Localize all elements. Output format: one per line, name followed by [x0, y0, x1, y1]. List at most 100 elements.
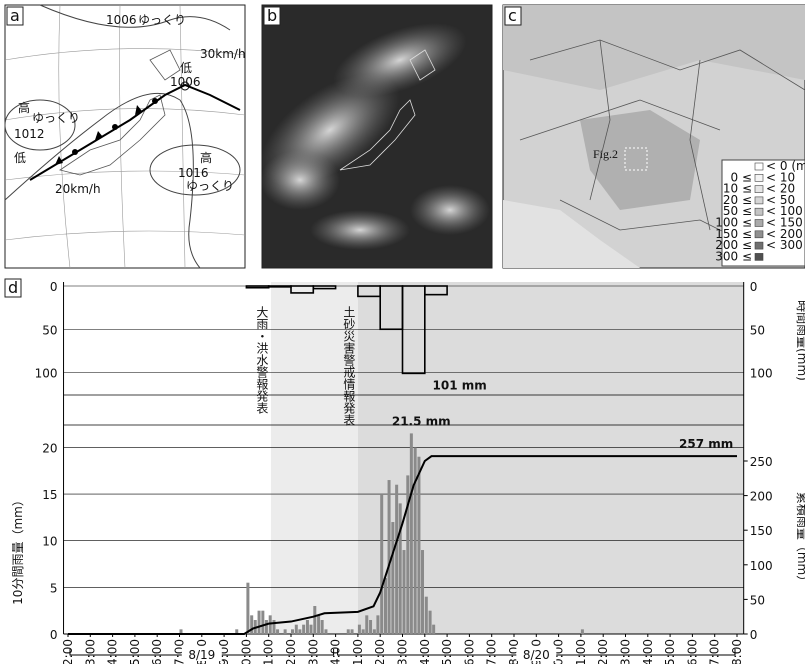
legend-swatch — [754, 162, 764, 171]
y-tick-label: 0 — [50, 280, 58, 294]
ten-min-bar — [246, 582, 250, 634]
ten-min-bar — [302, 624, 306, 634]
legend-low: 200 ≤ — [715, 238, 752, 252]
y-tick-label: 0 — [50, 628, 58, 642]
x-tick-label: 3:00 — [396, 639, 410, 664]
legend-low: 0 ≤ — [730, 170, 752, 184]
annotation: 土砂災害警戒情報発表 — [342, 306, 356, 426]
y2-tick-label: 0 — [750, 280, 758, 294]
x-tick-label: 2:00 — [373, 639, 387, 664]
legend-low: 10 ≤ — [723, 182, 752, 196]
legend-high: < 200 — [766, 227, 803, 241]
panel-label-box — [263, 6, 281, 26]
map-text: ゆっくり — [32, 111, 80, 125]
y-tick-label: 100 — [35, 367, 58, 381]
map-text: 20km/h — [55, 182, 101, 196]
value-label: 101 mm — [433, 378, 487, 392]
map-text: ゆっくり — [186, 179, 234, 193]
x-tick-label: 11:00 — [574, 639, 588, 664]
ten-min-bar — [313, 606, 317, 634]
clouds — [260, 23, 490, 250]
ten-min-bar — [346, 629, 350, 634]
graticule — [4, 4, 246, 269]
legend-high: < 150 — [766, 216, 803, 230]
y2-tick-label: 150 — [750, 524, 773, 538]
panel-label-box — [4, 278, 22, 298]
x-tick-label: 17:00 — [708, 639, 722, 664]
front — [29, 83, 241, 181]
ten-min-bar — [320, 620, 324, 634]
map-text: 高 — [200, 150, 212, 165]
ten-min-bar — [268, 615, 272, 634]
ten-min-bar — [298, 629, 302, 634]
ten-min-bar — [305, 620, 309, 634]
legend-high: < 100 — [766, 204, 803, 218]
x-tick-label: 14:00 — [106, 639, 120, 664]
legend-high: < 50 — [766, 193, 795, 207]
panel-b: b — [260, 4, 493, 269]
legend-swatch — [754, 219, 764, 227]
shade-warning — [270, 282, 358, 634]
axis-title: 10分間雨量（mm） — [11, 494, 25, 605]
rain-area — [503, 5, 805, 90]
y2-tick-label: 100 — [750, 559, 773, 573]
legend-swatch — [754, 241, 764, 250]
ten-min-bar — [365, 615, 369, 634]
x-tick-label: 16:00 — [150, 639, 164, 664]
hourly-bar — [290, 285, 315, 294]
legend-swatch — [754, 207, 764, 216]
front-marks — [55, 98, 158, 165]
ten-min-bar — [235, 629, 239, 634]
ten-min-bar — [391, 522, 395, 634]
date-label-bg — [516, 647, 557, 661]
map-text: 1006 — [170, 75, 201, 89]
panel-label: b — [267, 6, 277, 25]
x-tick-label: 23:00 — [306, 639, 320, 664]
panel-label: a — [10, 6, 20, 25]
x-tick-label: 24:00 — [329, 639, 343, 664]
hourly-bar — [312, 285, 337, 290]
map-text: 30km/h — [200, 47, 246, 61]
x-tick-label: 5:00 — [440, 639, 454, 664]
y-tick-label: 15 — [42, 488, 57, 502]
x-tick-label: 13:00 — [83, 639, 97, 664]
y2-tick-label: 100 — [750, 367, 773, 381]
x-tick-label: 1:00 — [351, 639, 365, 664]
x-tick-label: 20:00 — [239, 639, 253, 664]
legend-high: < 10 — [766, 170, 795, 184]
x-tick-label: 15:00 — [128, 639, 142, 664]
fig2-box — [624, 147, 648, 171]
panel-label: d — [8, 278, 18, 297]
ten-min-bar — [380, 494, 384, 634]
panel-label-box — [6, 6, 24, 26]
coastline — [59, 49, 181, 176]
annotation: 大雨・洪水警報発表 — [255, 306, 269, 414]
coastline — [339, 49, 436, 171]
legend-swatch — [754, 185, 764, 193]
y2-tick-label: 200 — [750, 490, 773, 504]
hourly-bar — [401, 285, 426, 375]
rain-area — [580, 110, 700, 210]
ten-min-bar — [283, 629, 287, 634]
x-tick-label: 12:00 — [61, 639, 75, 664]
legend-swatch — [754, 196, 764, 205]
ten-min-bar — [372, 629, 376, 634]
legend-high: < 300 — [766, 238, 803, 252]
cumulative-line — [68, 455, 737, 635]
y2-tick-label: 50 — [750, 323, 765, 337]
y-tick-label: 50 — [42, 323, 57, 337]
ten-min-bar — [424, 596, 428, 634]
x-tick-label: 16:00 — [685, 639, 699, 664]
panel-label: c — [508, 6, 517, 25]
x-tick-label: 6:00 — [462, 639, 476, 664]
axis-title: 時間雨量(mm) — [795, 300, 805, 381]
ten-min-bar — [317, 615, 321, 634]
map-label: Fig.2 — [593, 147, 618, 161]
map-text: 低 — [180, 61, 192, 75]
legend — [721, 159, 805, 267]
y2-tick-label: 50 — [750, 593, 765, 607]
legend-swatch — [754, 174, 764, 182]
rain-area — [503, 200, 640, 268]
legend-swatch — [754, 230, 764, 239]
